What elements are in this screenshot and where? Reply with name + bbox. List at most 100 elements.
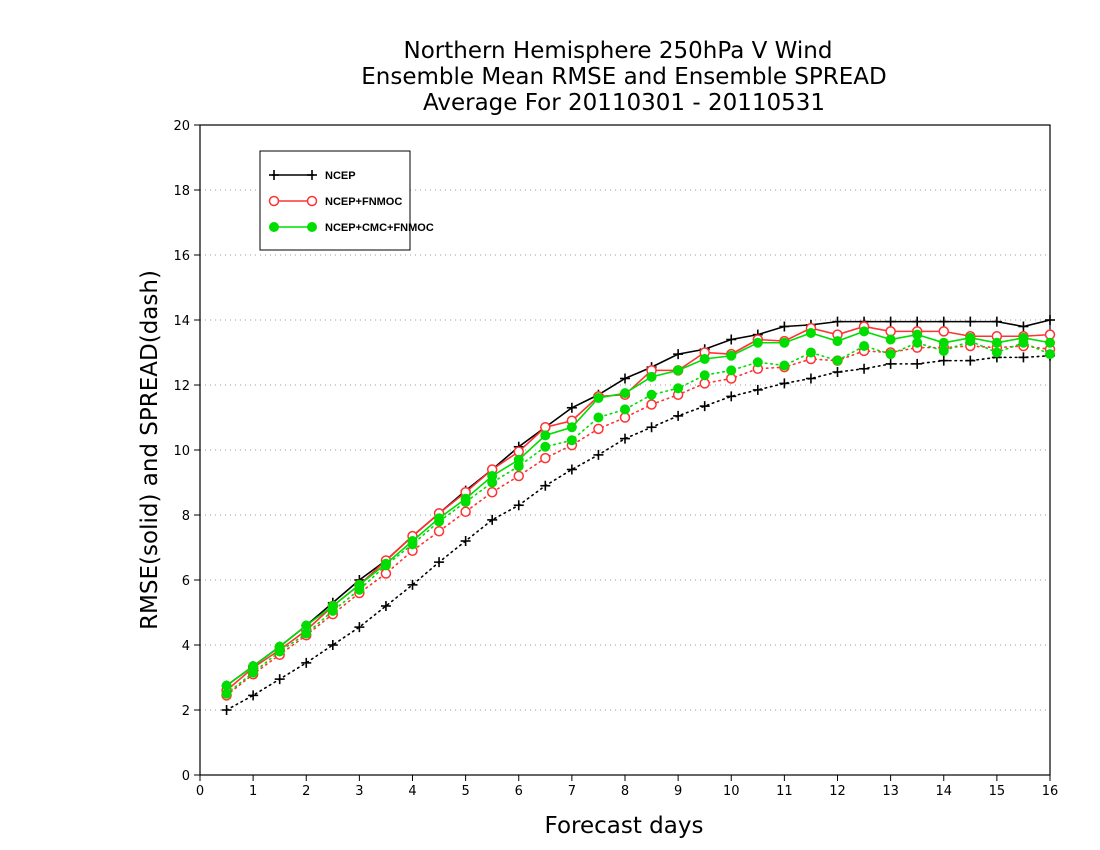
rmse-point (938, 326, 949, 337)
rmse-point (699, 354, 710, 364)
spread-point (832, 355, 843, 366)
spread-point (673, 383, 684, 394)
rmse-point (1018, 332, 1029, 343)
rmse-point (620, 388, 630, 399)
rmse-point (673, 349, 684, 360)
x-tick-label: 8 (621, 784, 629, 799)
legend-marker (306, 195, 318, 207)
rmse-point (434, 513, 445, 524)
spread-point (486, 487, 498, 498)
grid (200, 189, 1050, 711)
spread-point (540, 480, 551, 491)
rmse-point (513, 454, 524, 465)
rmse-point (965, 316, 976, 327)
y-tick-label: 20 (173, 119, 190, 134)
spread-point (221, 705, 232, 715)
y-tick-label: 4 (182, 639, 190, 654)
legend-entry-ncep: NCEP (269, 170, 356, 182)
y-tick-label: 8 (182, 509, 190, 524)
spread-point (248, 690, 259, 701)
rmse-point (380, 558, 391, 569)
spread-point (779, 378, 790, 389)
spread-point (620, 433, 630, 444)
spread-point (513, 500, 524, 511)
spread-point (407, 579, 418, 590)
title-line-1: Northern Hemisphere 250hPa V Wind (404, 38, 833, 64)
spread-point (301, 657, 312, 668)
spread-point (566, 464, 577, 475)
y-tick-label: 14 (173, 314, 190, 329)
y-tick-label: 2 (182, 704, 190, 719)
rmse-point (859, 326, 870, 337)
rmse-point (460, 493, 471, 504)
spread-point (752, 357, 763, 368)
spread-point (805, 373, 816, 384)
spread-point (1018, 352, 1029, 363)
chart-title: Northern Hemisphere 250hPa V Wind Ensemb… (361, 38, 886, 116)
legend: NCEP NCEP+FNMOC NCEP+CMC+FNMOC (259, 150, 434, 251)
spread-point (433, 526, 445, 537)
legend-marker (268, 195, 280, 207)
rmse-point (1045, 337, 1055, 348)
spread-point (859, 363, 870, 374)
rmse-point (673, 365, 684, 376)
y-tick-label: 18 (173, 184, 190, 199)
legend-label: NCEP+FNMOC (325, 196, 402, 208)
rmse-point (832, 336, 843, 347)
spread-point (885, 349, 896, 360)
spread-point (540, 452, 551, 464)
rmse-point (221, 680, 232, 691)
spread-point (540, 441, 551, 452)
spread-point (646, 389, 657, 400)
rmse-point (912, 329, 923, 340)
series-layer (221, 315, 1056, 715)
rmse-point (1045, 315, 1055, 325)
spread-point (938, 355, 949, 366)
x-tick-label: 1 (249, 784, 257, 799)
x-tick-label: 9 (674, 784, 682, 799)
rmse-point (938, 337, 949, 348)
legend-marker (269, 170, 279, 180)
rmse-point (832, 316, 843, 327)
spread-point (593, 412, 604, 423)
x-tick-label: 3 (355, 784, 363, 799)
x-axis-label: Forecast days (545, 813, 704, 839)
spread-point (460, 536, 471, 546)
spread-point (513, 470, 524, 482)
rmse-point (991, 337, 1002, 348)
series-ncep-fnmoc (221, 321, 1056, 701)
rmse-point (805, 328, 816, 338)
x-tick-label: 16 (1042, 784, 1059, 799)
spread-point (434, 557, 445, 568)
spread-point (912, 358, 923, 369)
spread-point (646, 422, 657, 433)
y-axis-label: RMSE(solid) and SPREAD(dash) (137, 270, 163, 630)
rmse-point (487, 471, 498, 481)
spread-point (380, 601, 391, 611)
legend-marker (269, 222, 279, 232)
legend-marker (307, 222, 317, 232)
x-tick-label: 4 (408, 784, 416, 799)
spread-point (354, 622, 365, 633)
rmse-point (354, 579, 365, 590)
legend-entry-ncep-cmc-fnmoc: NCEP+CMC+FNMOC (269, 222, 434, 234)
series-ncep (221, 315, 1055, 715)
legend-marker (307, 170, 317, 180)
y-tick-label: 10 (173, 444, 190, 459)
rmse-point (965, 332, 976, 343)
spread-point (593, 423, 604, 435)
spread-line-ncep-cmc-fnmoc (225, 340, 1051, 695)
rmse-point (912, 316, 923, 327)
legend-label: NCEP+CMC+FNMOC (325, 222, 434, 234)
spread-point (832, 367, 843, 377)
spread-point (646, 399, 657, 410)
spread-point (460, 506, 471, 517)
x-tick-label: 10 (723, 784, 740, 799)
rmse-line-ncep-fnmoc (226, 325, 1051, 692)
x-tick-label: 11 (776, 784, 793, 799)
rmse-point (566, 402, 577, 413)
rmse-point (779, 337, 790, 348)
rmse-point (327, 601, 338, 611)
